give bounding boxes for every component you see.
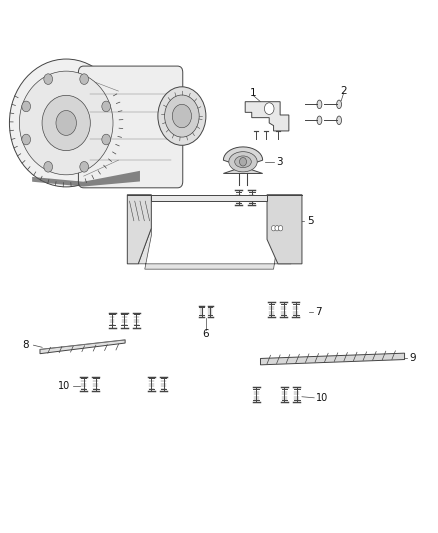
Text: 10: 10 (58, 381, 70, 391)
Text: 9: 9 (410, 353, 417, 364)
Circle shape (279, 225, 283, 231)
Circle shape (172, 104, 191, 128)
Polygon shape (223, 147, 263, 173)
Ellipse shape (10, 59, 123, 187)
Polygon shape (127, 195, 302, 201)
Polygon shape (127, 195, 151, 264)
Circle shape (102, 134, 110, 145)
Text: 8: 8 (23, 340, 29, 350)
Circle shape (56, 110, 76, 135)
Circle shape (265, 103, 274, 115)
Circle shape (272, 225, 276, 231)
Polygon shape (40, 340, 125, 354)
Circle shape (44, 161, 53, 172)
Text: 4: 4 (269, 195, 276, 205)
FancyBboxPatch shape (78, 66, 183, 188)
Ellipse shape (42, 95, 90, 151)
Text: 7: 7 (315, 306, 321, 317)
Ellipse shape (337, 116, 342, 125)
Circle shape (240, 158, 247, 166)
Text: 1: 1 (250, 87, 256, 98)
Circle shape (22, 101, 31, 112)
Circle shape (275, 225, 279, 231)
Ellipse shape (337, 100, 342, 109)
Ellipse shape (317, 116, 322, 125)
Polygon shape (261, 353, 405, 365)
Ellipse shape (229, 152, 257, 172)
Circle shape (80, 74, 88, 84)
Text: 2: 2 (340, 86, 347, 96)
Ellipse shape (235, 156, 251, 167)
Circle shape (22, 134, 31, 145)
Polygon shape (267, 195, 302, 264)
Circle shape (44, 74, 53, 84)
Ellipse shape (317, 100, 322, 109)
Text: 3: 3 (276, 157, 283, 167)
Ellipse shape (19, 71, 113, 175)
Text: 5: 5 (307, 216, 314, 226)
Circle shape (80, 161, 88, 172)
Circle shape (158, 87, 206, 146)
Polygon shape (32, 171, 140, 187)
Polygon shape (138, 228, 291, 269)
Polygon shape (245, 102, 289, 131)
Text: 6: 6 (203, 329, 209, 339)
Text: 10: 10 (315, 393, 328, 403)
Circle shape (165, 95, 199, 137)
Circle shape (102, 101, 110, 112)
